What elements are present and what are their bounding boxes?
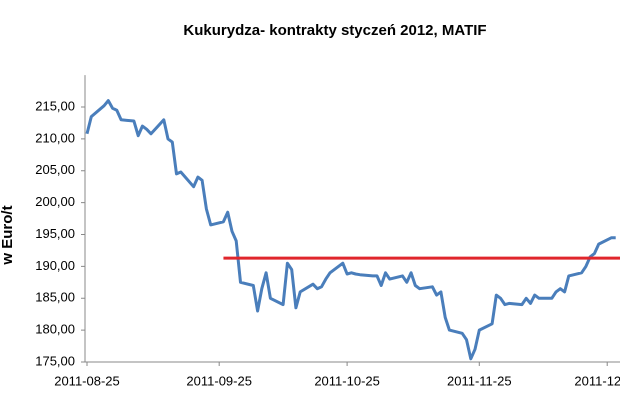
- x-tick-label: 2011-12-25: [574, 373, 620, 388]
- y-tick-label: 205,00: [35, 162, 75, 177]
- x-tick-label: 2011-10-25: [314, 373, 380, 388]
- x-tick-label: 2011-11-25: [447, 373, 512, 388]
- y-tick-label: 200,00: [35, 194, 75, 209]
- y-tick-label: 175,00: [35, 353, 75, 368]
- y-tick-label: 180,00: [35, 322, 75, 337]
- line-series: [85, 99, 616, 361]
- y-tick-label: 185,00: [35, 290, 75, 305]
- y-tick-label: 215,00: [35, 98, 75, 113]
- chart-title: Kukurydza- kontrakty styczeń 2012, MATIF: [183, 22, 486, 39]
- x-tick-label: 2011-08-25: [54, 373, 120, 388]
- y-tick-label: 190,00: [35, 258, 75, 273]
- x-tick-label: 2011-09-25: [186, 373, 252, 388]
- y-axis-label: w Euro/t: [0, 205, 16, 265]
- y-tick-label: 210,00: [35, 130, 75, 145]
- y-tick-label: 195,00: [35, 226, 75, 241]
